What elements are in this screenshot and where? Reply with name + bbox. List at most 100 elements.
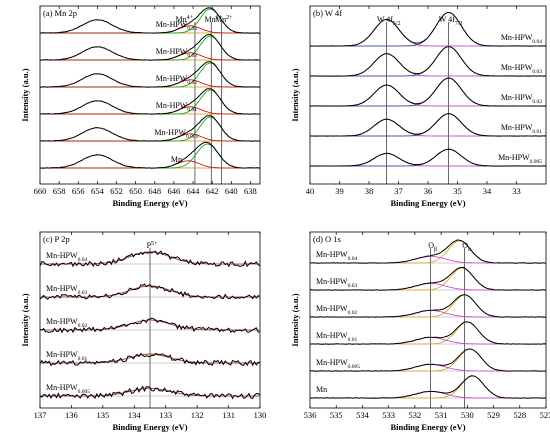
panel-c: (c) P 2p 137 136 135 134 133 132 131 130 Binding … (20, 231, 267, 432)
series-curve (39, 385, 261, 400)
x-tick-label: 33 (512, 186, 521, 196)
x-tick-label: 132 (191, 410, 204, 420)
x-tick-label: 648 (148, 186, 161, 196)
plot-frame (309, 231, 547, 409)
reference-line-label: Mn4+ (175, 15, 193, 24)
x-tick-label: 34 (483, 186, 492, 196)
y-axis-label: Intensity (a.u.) (20, 293, 30, 346)
series-curve (310, 11, 547, 47)
series-label: Mn-HPW0.04 (156, 20, 197, 32)
reference-line-label: Mn3+ (204, 15, 222, 24)
reference-line-label: Oβ (428, 241, 437, 253)
x-tick-label: 640 (225, 186, 238, 196)
series-curve (309, 46, 546, 77)
panel-title: (b) W 4f (313, 8, 342, 18)
x-tick-label: 130 (254, 410, 267, 420)
series-curve (39, 141, 261, 169)
series-label: Mn-HPW0.02 (316, 304, 357, 316)
x-tick-label: 638 (244, 186, 257, 196)
series-curve (309, 239, 547, 264)
x-axis-label: Binding Energy (eV) (390, 422, 465, 432)
series-curve (39, 61, 261, 88)
x-tick-label: 533 (382, 410, 395, 420)
series-label: Mn-HPW0.02 (501, 93, 542, 105)
fit-envelope (40, 353, 260, 364)
series-label: Mn-HPW0.005 (498, 153, 542, 165)
series-label: Mn (316, 385, 327, 394)
panel-d: (d) O 1s 536 535 534 533 532 531 530 529 528 527 Bi… (290, 231, 550, 432)
x-axis-label: Binding Energy (eV) (390, 198, 465, 208)
x-tick-label: 135 (96, 410, 109, 420)
series-curve (309, 321, 547, 345)
series-curve (39, 352, 261, 367)
x-tick-label: 650 (129, 186, 142, 196)
x-axis-label: Binding Energy (eV) (112, 198, 187, 208)
series-label: Mn-HPW0.01 (501, 123, 542, 135)
reference-line-label: W 4f7/2 (439, 15, 463, 27)
series-label: Mn-HPW0.005 (46, 383, 90, 395)
reference-line-label: Oα (462, 241, 472, 253)
series-curve (309, 348, 546, 372)
series-label: Mn (171, 155, 182, 164)
x-tick-label: 137 (34, 410, 47, 420)
x-tick-label: 529 (487, 410, 500, 420)
series-label: Mn-HPW0.03 (156, 47, 197, 59)
series-label: Mn-HPW0.02 (156, 74, 197, 86)
series-curve (39, 88, 261, 115)
series-label: Mn-HPW0.02 (46, 317, 87, 329)
series-label: Mn-HPW0.01 (156, 101, 197, 113)
fit-component (310, 375, 546, 399)
x-tick-label: 656 (72, 186, 85, 196)
x-tick-label: 136 (65, 410, 78, 420)
panel-b: (b) W 4f 40 39 38 37 36 35 34 33 Binding Energy (… (290, 5, 547, 208)
x-tick-label: 534 (356, 410, 370, 420)
y-axis-label: Intensity (a.u.) (20, 68, 30, 121)
x-tick-label: 654 (91, 186, 105, 196)
series-curve (39, 7, 260, 34)
series-label: Mn-HPW0.03 (501, 63, 542, 75)
x-tick-label: 131 (222, 410, 235, 420)
series-label: Mn-HPW0.005 (316, 358, 360, 370)
x-tick-label: 646 (168, 186, 181, 196)
x-tick-label: 528 (513, 410, 526, 420)
series-label: Mn-HPW0.01 (46, 350, 87, 362)
x-tick-label: 652 (110, 186, 123, 196)
reference-line-label: P5+ (147, 241, 158, 250)
series-label: Mn-HPW0.005 (154, 128, 198, 140)
y-axis-label: Intensity (a.u.) (290, 293, 300, 346)
series-curve (310, 266, 547, 291)
series-curve (40, 33, 261, 61)
fit-component (310, 390, 546, 399)
x-tick-label: 658 (53, 186, 66, 196)
series-label: Mn-HPW0.04 (46, 251, 87, 263)
x-tick-label: 39 (335, 186, 344, 196)
x-tick-label: 133 (159, 410, 172, 420)
series-curve (39, 317, 261, 334)
series-curve (39, 115, 261, 142)
panel-title: (d) O 1s (313, 234, 341, 244)
x-tick-label: 531 (435, 410, 448, 420)
x-tick-label: 536 (304, 410, 317, 420)
x-tick-label: 532 (409, 410, 422, 420)
series-label: Mn-HPW0.04 (501, 33, 542, 45)
series-label: Mn-HPW0.03 (316, 277, 357, 289)
x-tick-label: 660 (34, 186, 47, 196)
x-tick-label: 642 (206, 186, 219, 196)
x-tick-label: 530 (461, 410, 474, 420)
reference-line-label: W 4f5/2 (377, 15, 401, 27)
reference-line-label: Mn2+ (215, 15, 233, 24)
panel-title: (a) Mn 2p (43, 8, 77, 18)
y-axis-label: Intensity (a.u.) (290, 68, 300, 121)
series-curve (39, 250, 261, 268)
series-label: Mn-HPW0.01 (316, 331, 357, 343)
fit-envelope (40, 319, 260, 331)
x-tick-label: 535 (330, 410, 343, 420)
panel-title: (c) P 2p (43, 234, 70, 244)
x-tick-label: 527 (540, 410, 550, 420)
series-label: Mn-HPW0.04 (316, 250, 357, 262)
x-tick-label: 36 (424, 186, 433, 196)
fit-component (40, 154, 260, 169)
x-tick-label: 35 (453, 186, 462, 196)
series-curve (309, 113, 546, 137)
